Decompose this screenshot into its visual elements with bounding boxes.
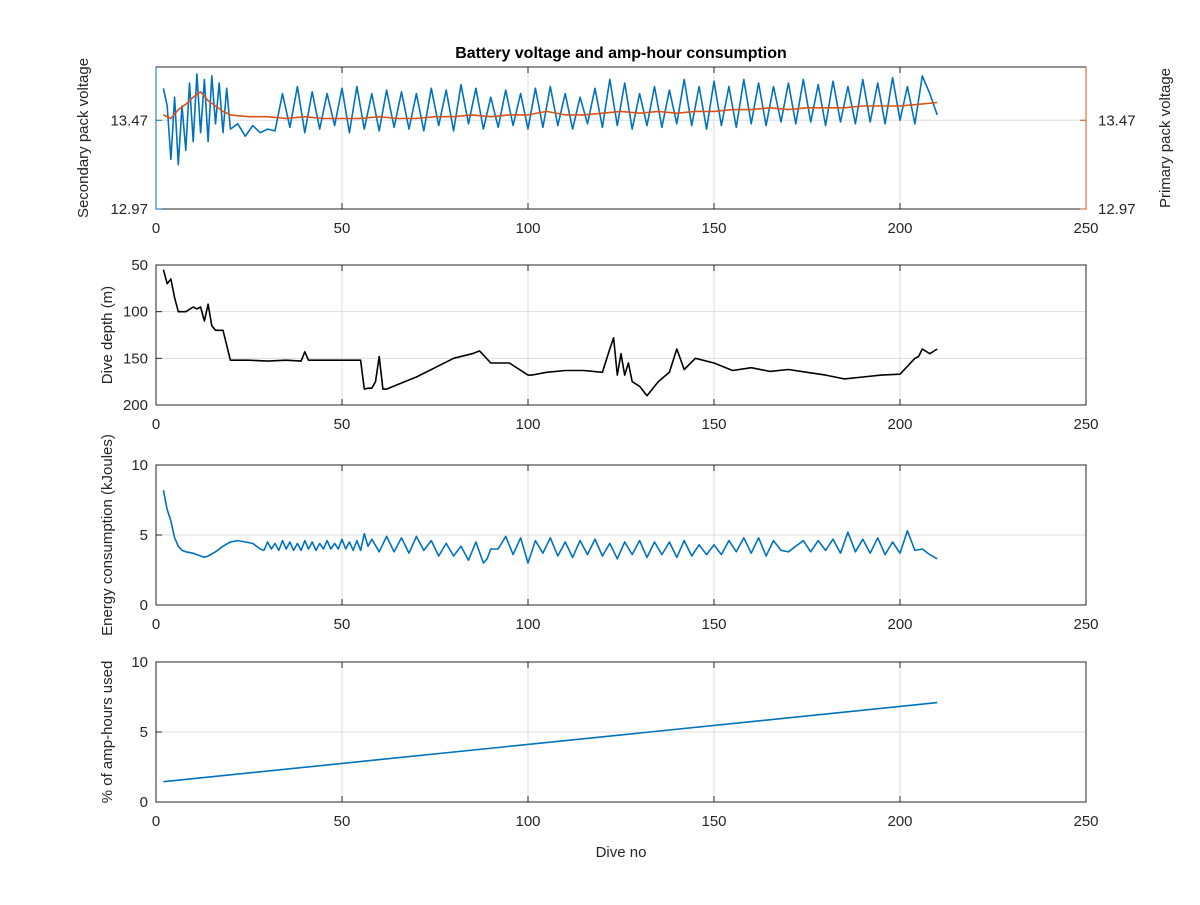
- x-tick-label: 100: [515, 616, 540, 633]
- axes-frame: [155, 66, 1087, 210]
- x-tick-label: 250: [1073, 220, 1098, 237]
- x-tick-label: 50: [334, 616, 351, 633]
- x-tick-label: 0: [152, 616, 160, 633]
- y-tick-label-right: 13.47: [1098, 112, 1136, 129]
- x-tick-label: 100: [515, 416, 540, 433]
- y-tick-label: 0: [140, 597, 148, 614]
- x-tick-label: 150: [701, 813, 726, 830]
- y-axis-label-left: Secondary pack voltage: [75, 58, 92, 218]
- x-tick-label: 250: [1073, 813, 1098, 830]
- x-axis-label: Dive no: [596, 844, 647, 861]
- y-tick-label: 5: [140, 527, 148, 544]
- y-tick-label: 50: [131, 257, 148, 274]
- x-tick-label: 0: [152, 813, 160, 830]
- x-tick-label: 200: [887, 416, 912, 433]
- y-axis-label: % of amp-hours used: [99, 661, 116, 804]
- subplot-3: 0 50 100 150 200 250 0 5 10 Energy consumption (k…: [99, 434, 1099, 636]
- primary-pack-voltage-line: [163, 91, 938, 120]
- x-tick-label: 100: [515, 813, 540, 830]
- x-tick-label: 150: [701, 416, 726, 433]
- subplot-1: 0 50 100 150 200 25012.9713.4712.9713.47Secon…: [75, 58, 1174, 237]
- y-tick-label: 10: [131, 654, 148, 671]
- x-tick-label: 50: [334, 813, 351, 830]
- x-tick-label: 250: [1073, 416, 1098, 433]
- y-tick-label: 10: [131, 457, 148, 474]
- y-tick-label: 100: [123, 304, 148, 321]
- subplot-4: 0 50 100 150 200 250 0 5 10 % of amp-hours used: [99, 654, 1099, 830]
- subplot-2: 0 50 100 150 200 250 50 100 150 200 Dive depth (m): [99, 257, 1099, 433]
- x-tick-label: 100: [515, 220, 540, 237]
- secondary-pack-voltage-line: [162, 73, 938, 166]
- y-tick-label-right: 12.97: [1098, 201, 1136, 218]
- y-tick-label: 13.47: [110, 112, 148, 129]
- series-line-3: [162, 490, 938, 564]
- y-tick-label: 0: [140, 794, 148, 811]
- x-tick-label: 150: [701, 616, 726, 633]
- x-tick-label: 250: [1073, 616, 1098, 633]
- x-tick-label: 50: [334, 220, 351, 237]
- x-tick-label: 200: [887, 813, 912, 830]
- series-line-4: [163, 701, 938, 783]
- y-axis-label-right: Primary pack voltage: [1157, 68, 1174, 208]
- x-tick-label: 200: [887, 616, 912, 633]
- y-tick-label: 150: [123, 350, 148, 367]
- y-axis-label: Dive depth (m): [99, 286, 116, 384]
- x-tick-label: 150: [701, 220, 726, 237]
- y-tick-label: 12.97: [110, 201, 148, 218]
- x-tick-label: 0: [152, 416, 160, 433]
- x-tick-label: 200: [887, 220, 912, 237]
- axes-frame: [155, 264, 1087, 406]
- x-tick-label: 50: [334, 416, 351, 433]
- y-tick-label: 200: [123, 397, 148, 414]
- chart-title: Battery voltage and amp-hour consumption: [455, 45, 787, 62]
- y-axis-label: Energy consumption (kJoules): [99, 434, 116, 636]
- y-tick-label: 5: [140, 724, 148, 741]
- series-line-2: [162, 269, 938, 397]
- x-tick-label: 0: [152, 220, 160, 237]
